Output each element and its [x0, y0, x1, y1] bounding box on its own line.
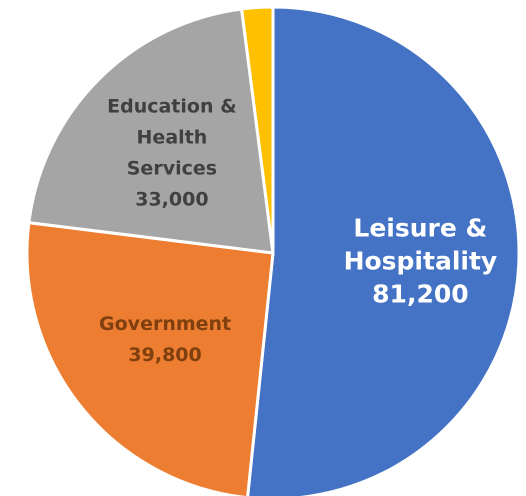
data-label-category: Government — [99, 313, 231, 335]
slice-education-health-services — [27, 7, 275, 255]
slice-other — [240, 5, 275, 255]
data-label-category: Leisure & — [353, 213, 487, 242]
data-label-value: 81,200 — [372, 279, 468, 308]
data-label-category: Services — [127, 158, 217, 180]
label-education-health-services: Education & Health Services 33,000 — [107, 96, 237, 211]
data-label-value: 33,000 — [135, 189, 208, 211]
slice-leisure-hospitality — [246, 5, 521, 496]
data-label-category: Health — [137, 127, 208, 149]
pie-labels: Leisure & Hospitality 81,200 Government 39,8… — [99, 96, 497, 366]
data-label-category: Education & — [107, 96, 237, 118]
label-leisure-hospitality: Leisure & Hospitality 81,200 — [344, 213, 498, 308]
data-label-category: Hospitality — [344, 246, 498, 275]
data-label-value: 39,800 — [128, 344, 201, 366]
label-government: Government 39,800 — [99, 313, 231, 366]
pie-slices — [25, 5, 521, 496]
slice-government — [25, 221, 275, 496]
